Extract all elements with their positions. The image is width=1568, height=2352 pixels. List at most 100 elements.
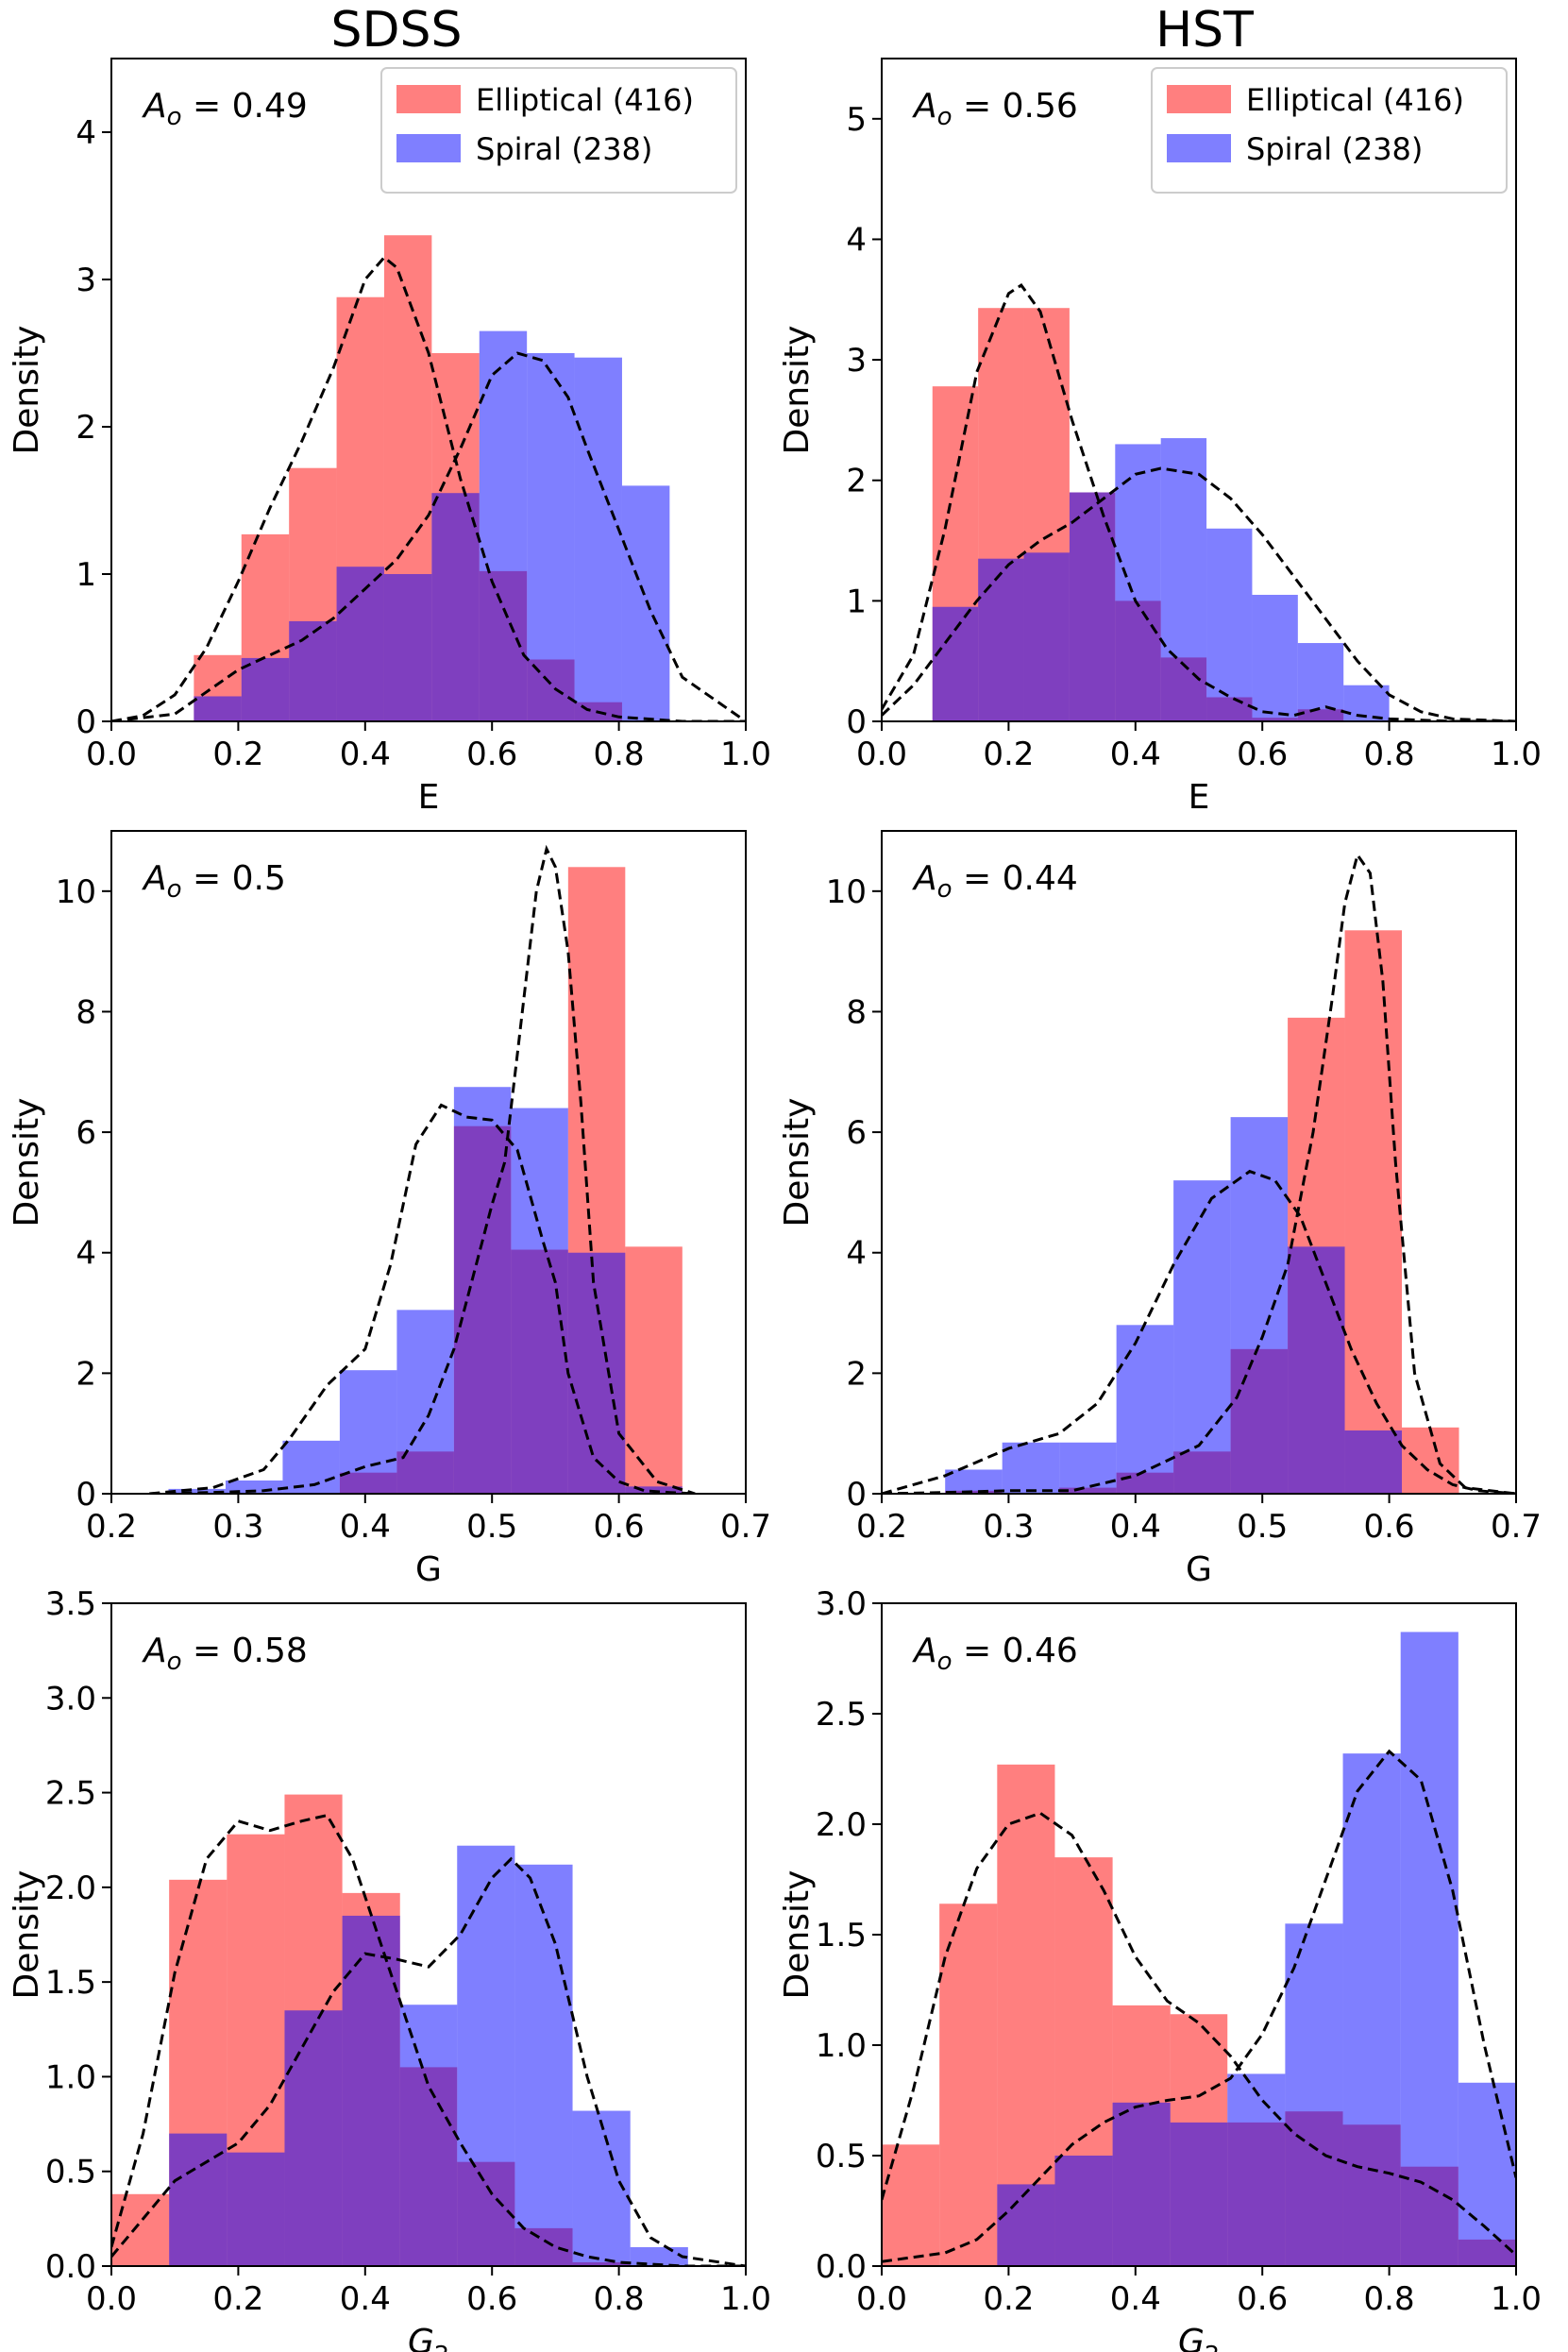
column-title-hst: HST — [1155, 2, 1254, 59]
bar-spiral-0 — [194, 696, 242, 721]
bar-spiral-6 — [511, 1108, 568, 1494]
panel-sdss-e: 0.0 0.2 0.4 0.6 0.8 1.0 0 1 2 3 4 E Density Ao = 0.49… — [8, 58, 771, 817]
kde-line-1 — [111, 1856, 746, 2266]
bar-spiral-9 — [630, 2246, 688, 2266]
legend-label-elliptical: Elliptical (416) — [1246, 82, 1464, 118]
panel-hst-e: 0.0 0.2 0.4 0.6 0.8 1.0 0 1 2 3 4 5 E Density Ao = 0.5… — [778, 58, 1542, 817]
bar-elliptical-0 — [111, 2193, 170, 2266]
kde-line-1 — [882, 1169, 1516, 1494]
bar-spiral-5 — [1230, 1117, 1289, 1494]
x-tick-label: 0.4 — [1110, 736, 1161, 773]
x-tick-label: 1.0 — [1491, 2280, 1542, 2318]
plot-frame — [110, 58, 747, 722]
bar-spiral-1 — [1002, 1442, 1060, 1494]
x-tick-label: 0.6 — [466, 736, 517, 773]
y-axis-label: Density — [8, 1098, 46, 1227]
kde-line-0 — [882, 282, 1516, 721]
x-tick-label: 0.4 — [340, 2280, 391, 2318]
bar-spiral-9 — [621, 485, 670, 721]
bar-spiral-8 — [1342, 1753, 1401, 2266]
x-axis-label: G2 — [408, 2323, 449, 2352]
bar-elliptical-0 — [882, 2144, 940, 2266]
bar-spiral-4 — [1112, 2102, 1171, 2266]
x-axis-label: G — [415, 1550, 442, 1589]
bar-spiral-0 — [168, 1488, 226, 1494]
bar-spiral-3 — [284, 2010, 343, 2266]
overlap-annotation: Ao = 0.49 — [142, 87, 308, 131]
x-tick-label: 0.6 — [1237, 2280, 1288, 2318]
y-axis-label: Density — [778, 1870, 817, 2000]
x-tick-label: 0.6 — [1237, 736, 1288, 773]
bar-spiral-4 — [1115, 444, 1161, 721]
bar-spiral-3 — [339, 1370, 397, 1494]
x-tick-label: 1.0 — [720, 2280, 771, 2318]
x-tick-label: 0.8 — [1364, 736, 1415, 773]
panel-sdss-g: 0.2 0.3 0.4 0.5 0.6 0.7 0 2 4 6 8 10 G Density Ao = 0.… — [8, 830, 771, 1589]
legend-label-spiral: Spiral (238) — [1246, 131, 1423, 167]
y-tick-label: 1 — [76, 556, 96, 594]
y-axis-label: Density — [778, 326, 817, 455]
bar-spiral-6 — [479, 330, 528, 721]
y-tick-label: 2 — [846, 463, 867, 500]
y-tick-label: 1.0 — [45, 2058, 96, 2096]
legend-label-spiral: Spiral (238) — [476, 131, 652, 167]
y-tick-label: 4 — [846, 1235, 867, 1273]
y-tick-label: 8 — [846, 993, 867, 1031]
y-tick-label: 1.0 — [816, 2027, 867, 2065]
x-tick-label: 0.4 — [340, 1508, 391, 1546]
plot-frame — [881, 830, 1517, 1495]
bar-spiral-8 — [1297, 643, 1344, 721]
bar-spiral-3 — [1054, 2156, 1113, 2266]
legend-box — [1151, 67, 1508, 194]
x-axis-label: E — [418, 778, 440, 817]
bar-spiral-3 — [1116, 1325, 1174, 1494]
legend-box — [380, 67, 737, 194]
x-tick-label: 0.4 — [340, 736, 391, 773]
y-tick-label: 5 — [846, 101, 867, 139]
x-tick-label: 0.6 — [594, 1508, 645, 1546]
bar-spiral-1 — [241, 657, 290, 721]
panel-hst-g: 0.2 0.3 0.4 0.5 0.6 0.7 0 2 4 6 8 10 G Density Ao = 0.… — [778, 830, 1542, 1589]
bars-hst-e — [932, 308, 1390, 721]
bar-spiral-0 — [945, 1469, 1003, 1494]
x-axis-label: G2 — [1178, 2323, 1220, 2352]
x-tick-label: 1.0 — [720, 736, 771, 773]
y-tick-label: 4 — [846, 221, 867, 259]
x-tick-label: 0.2 — [212, 2280, 263, 2318]
bars-hst-g2 — [882, 1632, 1516, 2266]
x-axis-label: E — [1189, 778, 1210, 817]
bar-spiral-5 — [453, 1087, 512, 1494]
bar-spiral-7 — [1252, 594, 1298, 721]
y-tick-label: 2.0 — [816, 1806, 867, 1844]
bar-spiral-6 — [1288, 1246, 1345, 1494]
kde-line-1 — [882, 1749, 1516, 2263]
y-tick-label: 0 — [846, 703, 867, 741]
bar-spiral-2 — [997, 2184, 1055, 2266]
bar-spiral-4 — [342, 1915, 400, 2266]
plot-frame — [110, 1602, 747, 2267]
bar-spiral-5 — [1170, 2122, 1228, 2266]
legend-swatch-spiral — [396, 134, 461, 162]
y-tick-label: 10 — [826, 873, 867, 911]
x-tick-label: 0.8 — [594, 736, 645, 773]
y-tick-label: 4 — [76, 114, 96, 152]
overlap-annotation: Ao = 0.5 — [142, 859, 286, 904]
y-tick-label: 2.5 — [816, 1696, 867, 1734]
y-axis-label: Density — [778, 1098, 817, 1227]
x-tick-label: 0.6 — [466, 2280, 517, 2318]
x-tick-label: 0.0 — [86, 736, 137, 773]
plot-frame — [110, 830, 747, 1495]
bar-spiral-4 — [383, 574, 432, 721]
y-axis-label: Density — [8, 326, 46, 455]
y-tick-label: 3.0 — [45, 1680, 96, 1717]
y-tick-label: 4 — [76, 1235, 96, 1273]
legend-swatch-spiral — [1167, 134, 1231, 162]
y-tick-label: 0 — [76, 703, 96, 741]
bar-spiral-7 — [514, 1864, 573, 2266]
bar-spiral-5 — [431, 493, 480, 721]
overlap-annotation: Ao = 0.46 — [912, 1632, 1078, 1676]
bar-spiral-5 — [1160, 438, 1207, 721]
y-tick-label: 0 — [846, 1476, 867, 1514]
legend: Elliptical (416) Spiral (238) — [1151, 67, 1508, 194]
